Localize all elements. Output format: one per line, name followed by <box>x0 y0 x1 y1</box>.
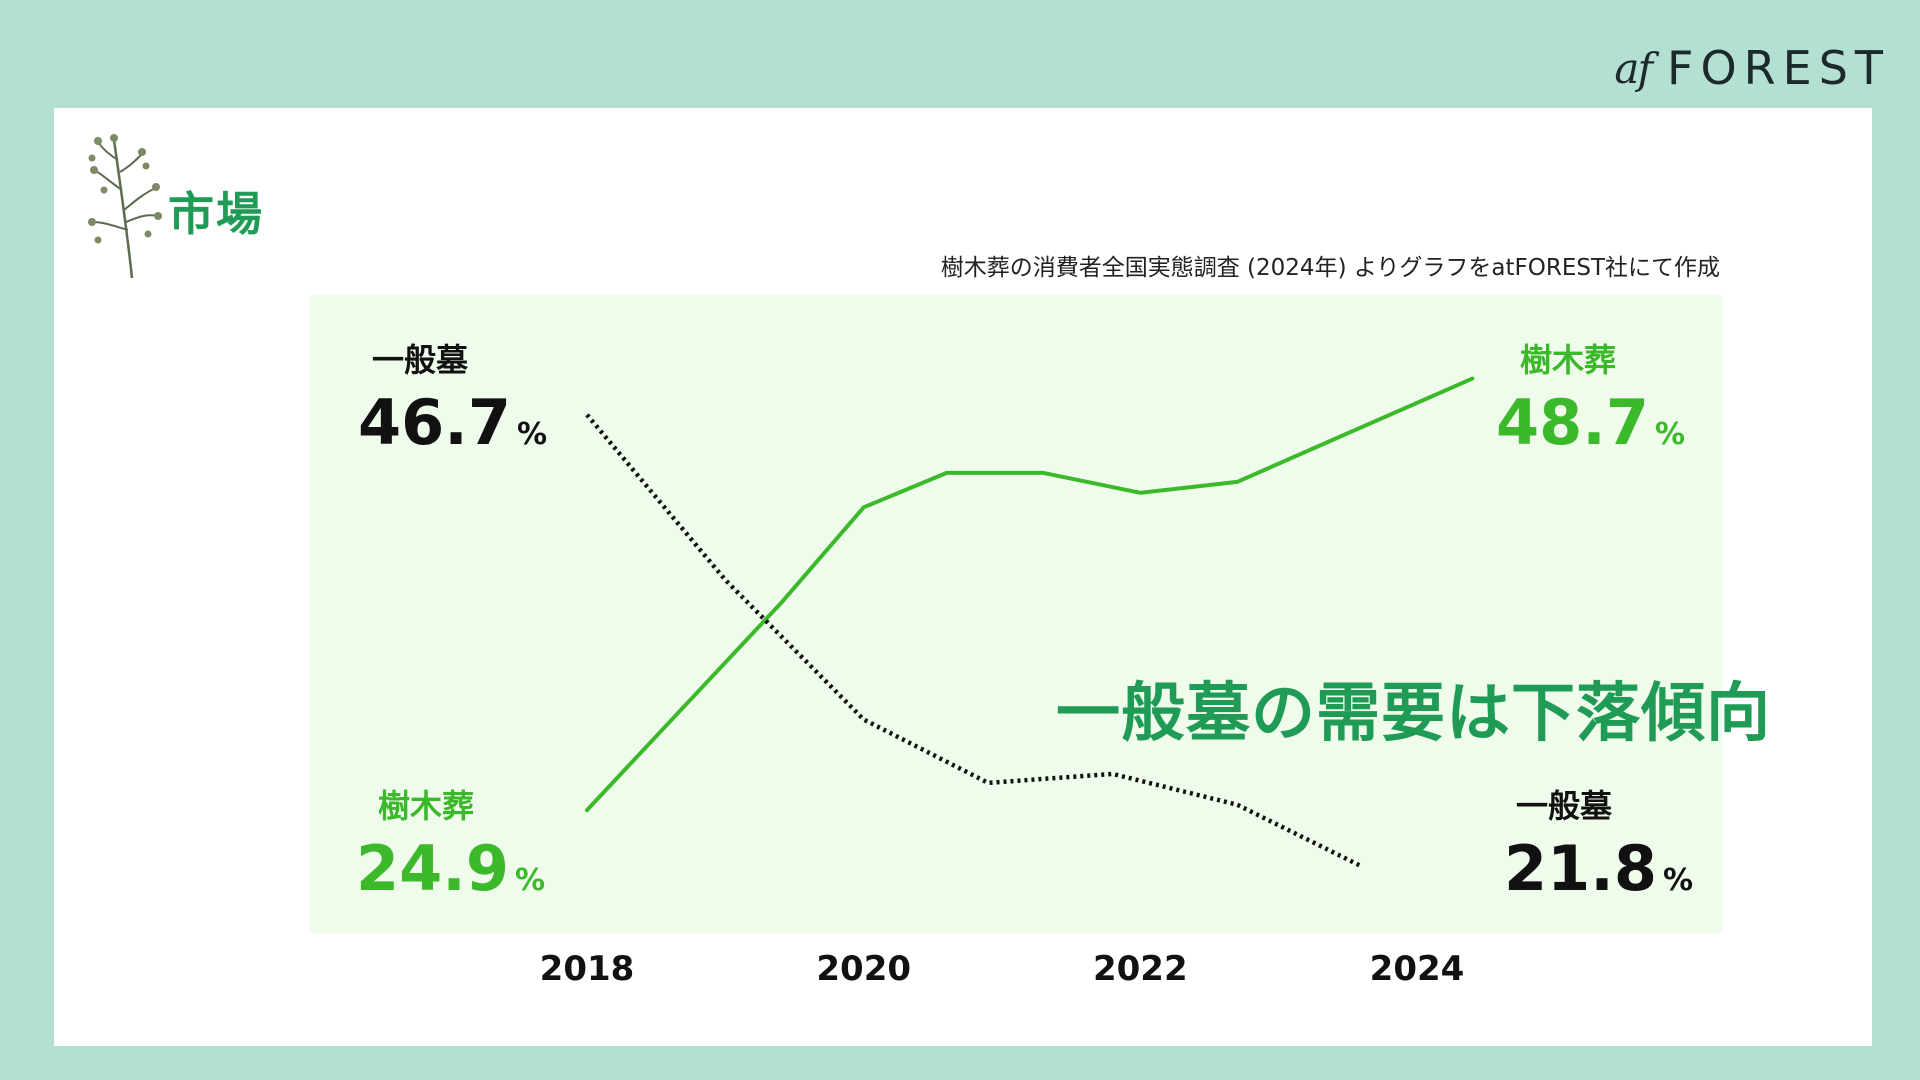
tree-end-value: 48.7 <box>1496 386 1649 459</box>
general-start-value: 46.7 <box>358 386 511 459</box>
x-tick-label-2018: 2018 <box>540 949 635 989</box>
general-end-unit: % <box>1662 863 1694 898</box>
tree-end-unit: % <box>1654 417 1686 452</box>
source-note: 樹木葬の消費者全国実態調査 (2024年) よりグラフをatFOREST社にて作… <box>940 255 1720 281</box>
series-line-tree-burial <box>585 376 1475 813</box>
logo-wordmark: FOREST <box>1667 41 1890 95</box>
tree-end-name: 樹木葬 <box>1520 341 1617 379</box>
general-end-name: 一般墓 <box>1516 787 1613 825</box>
tree-start-name: 樹木葬 <box>378 787 475 825</box>
sprig-icon <box>88 134 162 279</box>
section-title: 市場 <box>168 187 264 241</box>
tree-start-unit: % <box>514 863 546 898</box>
tree-end-value-group: 48.7% <box>1496 392 1685 454</box>
general-start-unit: % <box>516 417 548 452</box>
general-start-name: 一般墓 <box>372 341 469 379</box>
headline: 一般墓の需要は下落傾向 <box>1056 677 1771 751</box>
plot-area <box>310 295 1722 933</box>
tree-start-value-group: 24.9% <box>356 838 545 900</box>
general-start-value-group: 46.7% <box>358 392 547 454</box>
general-end-value: 21.8 <box>1504 832 1657 905</box>
logo-script: af <box>1614 43 1653 93</box>
x-tick-label-2022: 2022 <box>1093 949 1188 989</box>
x-tick-label-2024: 2024 <box>1370 949 1465 989</box>
tree-start-value: 24.9 <box>356 832 509 905</box>
general-end-value-group: 21.8% <box>1504 838 1693 900</box>
x-tick-label-2020: 2020 <box>816 949 911 989</box>
brand-logo: af FOREST <box>1614 38 1890 98</box>
